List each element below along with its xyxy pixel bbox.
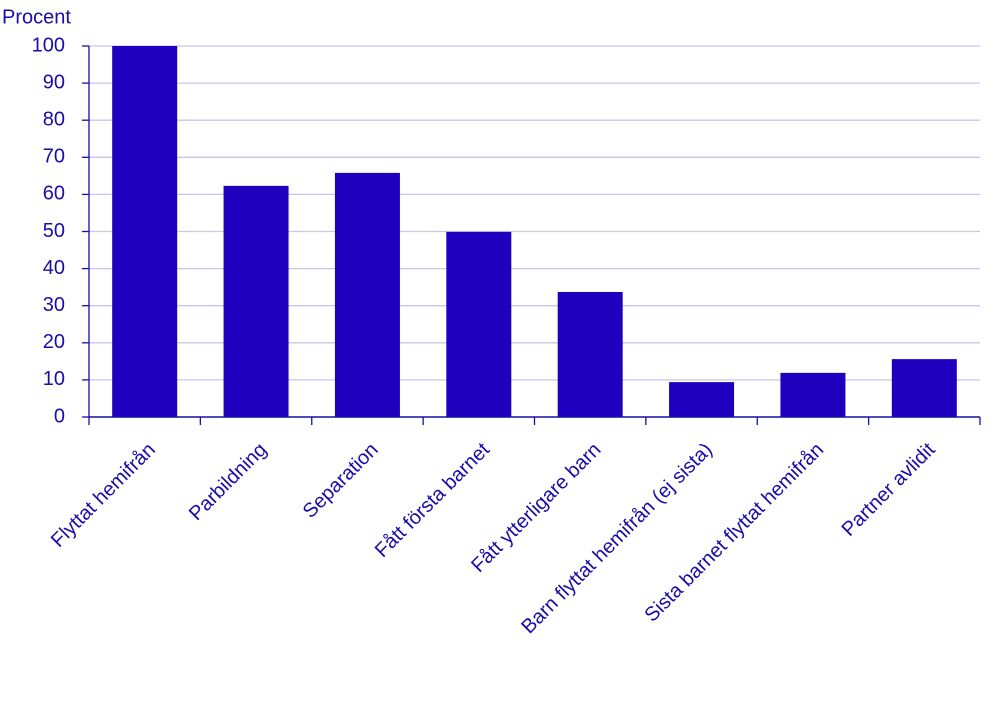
bar <box>223 185 289 417</box>
y-tick-label: 90 <box>43 71 65 93</box>
bar <box>557 291 623 417</box>
y-axis-title: Procent <box>2 6 71 28</box>
bar <box>780 372 846 417</box>
y-tick-label: 10 <box>43 368 65 390</box>
y-tick-label: 30 <box>43 294 65 316</box>
x-tick-label: Separation <box>299 439 383 523</box>
x-tick-label: Parbildning <box>185 439 271 525</box>
y-tick-label: 100 <box>32 34 65 56</box>
x-tick-label: Partner avlidit <box>838 438 940 540</box>
bar <box>669 382 735 417</box>
y-tick-label: 80 <box>43 108 65 130</box>
y-tick-label: 0 <box>54 405 65 427</box>
y-tick-label: 60 <box>43 183 65 205</box>
y-tick-label: 50 <box>43 220 65 242</box>
x-tick-label: Barn flyttat hemifrån (ej sista) <box>517 439 716 638</box>
y-tick-label: 20 <box>43 331 65 353</box>
y-tick-label: 40 <box>43 257 65 279</box>
bar <box>112 46 178 417</box>
bar <box>891 359 957 417</box>
bar <box>446 231 512 417</box>
x-tick-label: Sista barnet flyttat hemifrån <box>641 439 829 627</box>
y-tick-label: 70 <box>43 146 65 168</box>
x-tick-label: Flyttat hemifrån <box>47 439 160 552</box>
bar <box>334 172 400 417</box>
x-tick-label: Fått första barnet <box>371 438 495 562</box>
